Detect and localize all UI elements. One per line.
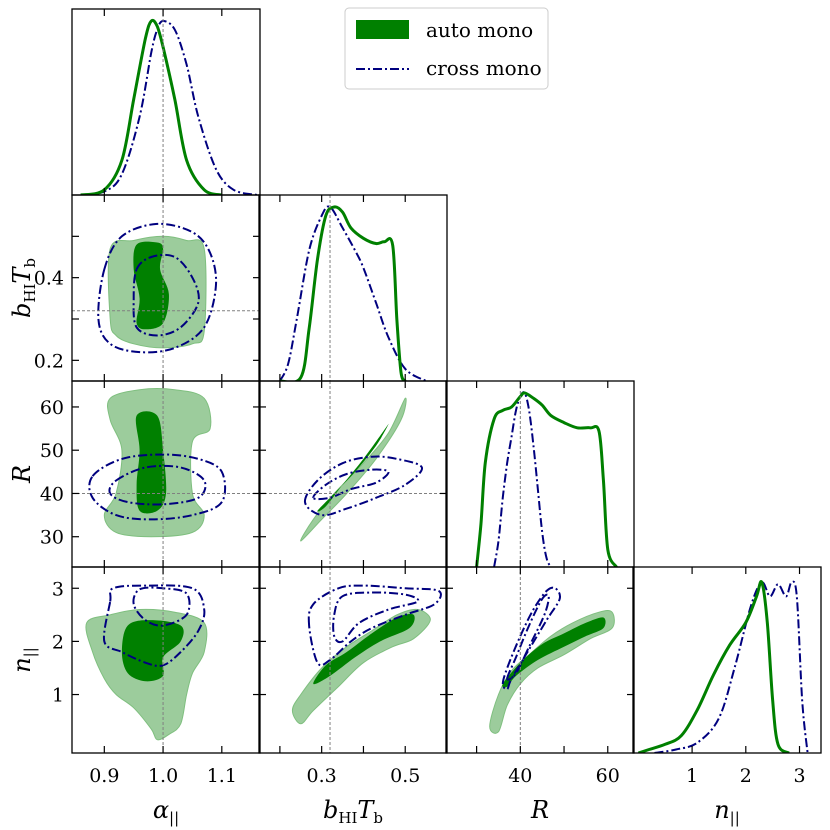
cross-marginal-R [493, 391, 552, 567]
panel-frame-0-0 [71, 8, 261, 196]
y-tick-label-R: 30 [40, 527, 64, 549]
legend-label-cross: cross mono [426, 56, 542, 80]
auto-contour-inner-bHI_Tb-R [317, 423, 389, 512]
cross-marginal-bHI_Tb [278, 205, 427, 381]
legend-swatch-auto [356, 20, 409, 39]
panel-frame-3-2 [445, 566, 635, 754]
panel-frame-1-1 [258, 194, 448, 382]
contour-fill-layer [85, 235, 615, 741]
auto-contour-inner-alpha_par-n_par [121, 620, 184, 682]
x-tick-label-n_par: 3 [793, 765, 805, 787]
y-tick-label-bHI_Tb: 0.2 [34, 350, 64, 372]
legend: auto mono cross mono [344, 7, 549, 90]
x-tick-label-n_par: 1 [686, 765, 698, 787]
cross-contour-outer-alpha_par-bHI_Tb [97, 222, 218, 354]
x-tick-label-n_par: 2 [740, 765, 752, 787]
cross-marginal-n_par [654, 580, 809, 753]
x-tick-label-alpha_par: 1.0 [148, 765, 178, 787]
auto-contour-inner-alpha_par-bHI_Tb [133, 241, 169, 330]
y-tick-label-R: 50 [40, 440, 64, 462]
auto-marginal-R [475, 391, 618, 567]
panel-frame-layer [71, 8, 822, 754]
auto-contour-inner-alpha_par-R [135, 411, 167, 514]
cross-contour-inner-alpha_par-R [108, 464, 207, 506]
auto-contour-outer-bHI_Tb-R [300, 397, 407, 542]
x-axis-label-R: R [530, 796, 549, 824]
panel-frame-3-3 [632, 566, 822, 754]
auto-marginal-alpha_par [80, 18, 223, 195]
auto-contour-inner-R-n_par [502, 617, 606, 688]
cross-contour-outer-bHI_Tb-R [303, 455, 423, 517]
cross-contour-inner-R-n_par [506, 593, 550, 681]
x-axis-label-n_par: n|| [714, 796, 740, 827]
x-tick-label-R: 60 [596, 765, 620, 787]
cross-marginal-alpha_par [80, 19, 258, 195]
cross-contour-inner-bHI_Tb-R [312, 468, 390, 501]
x-tick-label-alpha_par: 1.1 [207, 765, 237, 787]
auto-contour-outer-R-n_par [489, 610, 615, 734]
line-layer [80, 18, 809, 753]
x-tick-label-bHI_Tb: 0.5 [390, 765, 420, 787]
x-tick-label-bHI_Tb: 0.3 [307, 765, 337, 787]
y-tick-label-n_par: 2 [52, 631, 64, 653]
cross-contour-inner-bHI_Tb-n_par [332, 591, 420, 644]
x-tick-label-alpha_par: 0.9 [89, 765, 119, 787]
y-tick-label-n_par: 1 [52, 685, 64, 707]
truth-line-layer [72, 9, 521, 753]
label-layer: 0.9 1.0 1.1 0.3 0.5 40 60 1 2 3 0.2 0.4 30 40 50 60 1 2 3 α… [8, 258, 806, 827]
y-axis-label-n_par: n|| [8, 647, 39, 673]
auto-marginal-bHI_Tb [279, 205, 407, 381]
auto-marginal-n_par [637, 580, 790, 753]
x-axis-label-alpha_par: α|| [153, 796, 179, 827]
panel-frame-3-1 [258, 566, 448, 754]
x-tick-label-R: 40 [508, 765, 532, 787]
cross-contour-inner-alpha_par-bHI_Tb [132, 253, 200, 337]
y-tick-label-n_par: 3 [52, 578, 64, 600]
y-tick-label-R: 60 [40, 397, 64, 419]
y-tick-label-bHI_Tb: 0.4 [34, 268, 64, 290]
legend-label-auto: auto mono [426, 18, 533, 42]
auto-contour-inner-bHI_Tb-n_par [313, 614, 415, 685]
y-axis-label-bHI_Tb: bHITb [8, 258, 39, 318]
cross-contour-outer-alpha_par-R [88, 453, 227, 521]
cross-contour-outer-alpha_par-n_par [102, 584, 206, 667]
tick-layer [72, 9, 801, 753]
x-axis-label-bHI_Tb: bHITb [323, 796, 383, 827]
cross-contour-inner-alpha_par-n_par [132, 586, 191, 627]
y-tick-label-R: 40 [40, 483, 64, 505]
panel-frame-3-0 [71, 566, 261, 754]
y-axis-label-R: R [8, 465, 36, 484]
